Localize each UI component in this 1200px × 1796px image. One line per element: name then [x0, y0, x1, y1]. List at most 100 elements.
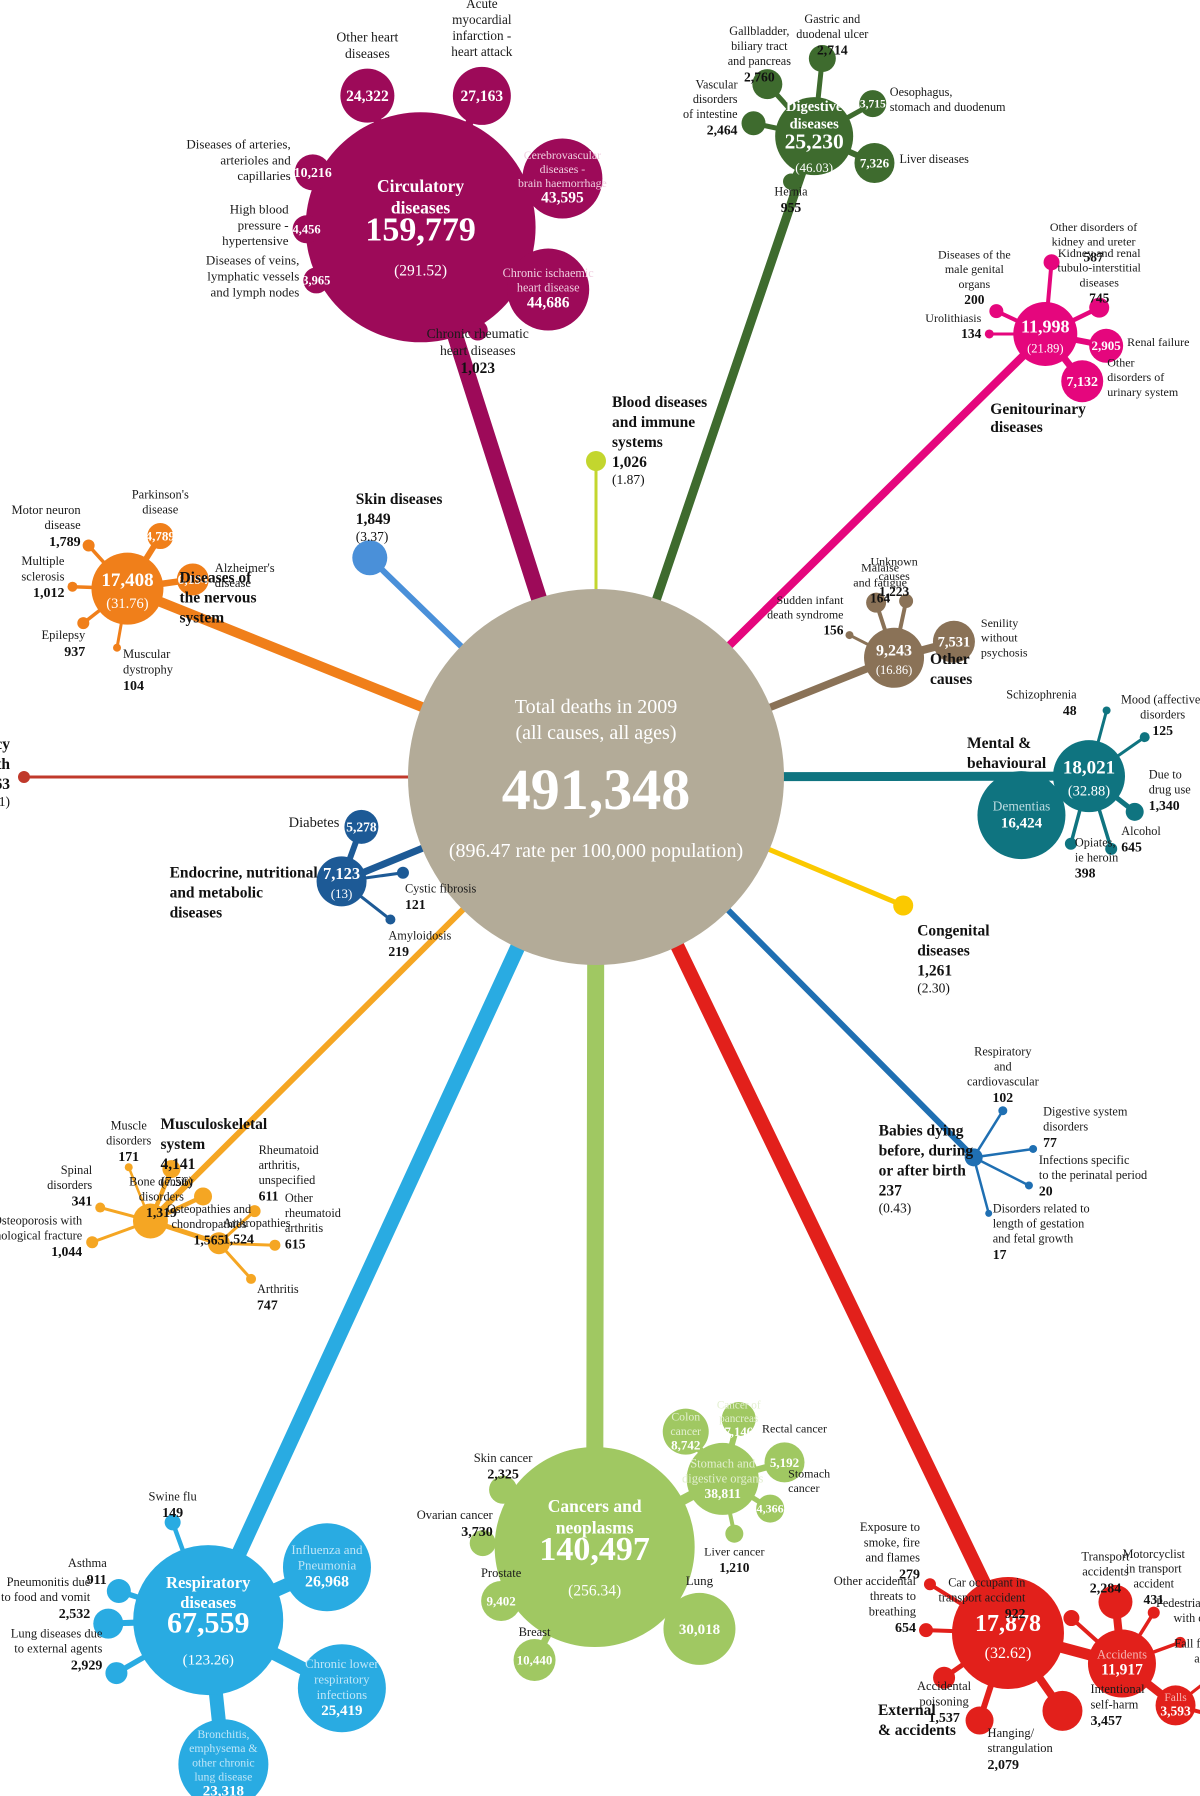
svg-text:and: and	[994, 1060, 1012, 1074]
svg-text:behavioural: behavioural	[967, 755, 1047, 772]
svg-text:External: External	[878, 1702, 936, 1719]
svg-text:diseases: diseases	[170, 904, 223, 921]
svg-text:7,326: 7,326	[860, 155, 890, 170]
svg-text:and flames: and flames	[865, 1551, 920, 1565]
svg-text:Chronic ischaemic: Chronic ischaemic	[503, 266, 595, 280]
svg-text:3,715: 3,715	[860, 99, 886, 111]
svg-text:Lung diseases due: Lung diseases due	[11, 1626, 103, 1640]
svg-text:Unknown: Unknown	[870, 554, 917, 568]
svg-text:capillaries: capillaries	[237, 168, 290, 183]
svg-text:lung disease: lung disease	[194, 1769, 252, 1783]
svg-text:Breast: Breast	[519, 1625, 551, 1639]
svg-text:Motorcyclist: Motorcyclist	[1123, 1547, 1186, 1561]
svg-text:and immune: and immune	[612, 414, 695, 431]
svg-text:9,402: 9,402	[487, 1593, 516, 1608]
svg-text:length of gestation: length of gestation	[993, 1216, 1085, 1230]
svg-text:Diabetes: Diabetes	[289, 815, 340, 831]
svg-text:Diseases of arteries,: Diseases of arteries,	[186, 137, 290, 152]
svg-text:Endocrine, nutritional: Endocrine, nutritional	[170, 864, 319, 881]
svg-text:11,917: 11,917	[1101, 1661, 1143, 1678]
svg-text:other chronic: other chronic	[192, 1755, 255, 1769]
svg-text:1,044: 1,044	[51, 1244, 82, 1259]
svg-text:before, during: before, during	[879, 1142, 974, 1159]
svg-text:sclerosis: sclerosis	[21, 569, 64, 583]
svg-text:Stomach and: Stomach and	[690, 1456, 756, 1470]
svg-text:Hanging/: Hanging/	[988, 1726, 1035, 1740]
svg-text:922: 922	[1005, 1606, 1026, 1621]
svg-text:threats to: threats to	[870, 1589, 916, 1603]
svg-text:Chronic rheumatic: Chronic rheumatic	[427, 326, 529, 341]
svg-text:Sudden infant: Sudden infant	[776, 593, 844, 607]
svg-text:102: 102	[993, 1090, 1014, 1105]
svg-text:2,760: 2,760	[744, 69, 775, 84]
svg-text:diseases: diseases	[345, 46, 390, 61]
svg-text:arterioles and: arterioles and	[220, 152, 291, 167]
svg-text:Other: Other	[1107, 356, 1134, 370]
svg-text:Spinal: Spinal	[61, 1163, 93, 1177]
svg-text:Rectal cancer: Rectal cancer	[762, 1421, 827, 1435]
svg-text:hypertensive: hypertensive	[222, 233, 289, 248]
svg-text:(13): (13)	[331, 886, 353, 901]
svg-text:Diseases of veins,: Diseases of veins,	[206, 253, 300, 268]
svg-text:Exposure to: Exposure to	[860, 1520, 920, 1534]
svg-text:& accidents: & accidents	[878, 1722, 956, 1739]
svg-text:disorders: disorders	[1140, 708, 1185, 722]
svg-text:and metabolic: and metabolic	[170, 884, 264, 901]
svg-text:(all causes, all ages): (all causes, all ages)	[515, 722, 676, 744]
svg-text:Vascular: Vascular	[696, 77, 738, 91]
svg-text:2,714: 2,714	[817, 42, 848, 57]
svg-text:infarction -: infarction -	[452, 28, 511, 43]
svg-text:rheumatoid: rheumatoid	[285, 1206, 341, 1220]
svg-text:(896.47 rate per 100,000 popul: (896.47 rate per 100,000 population)	[449, 840, 743, 862]
svg-text:Digestive: Digestive	[786, 99, 843, 115]
svg-text:infections: infections	[317, 1688, 367, 1702]
svg-text:Blood diseases: Blood diseases	[612, 394, 707, 411]
svg-text:10,440: 10,440	[517, 1652, 553, 1667]
svg-text:Accidental: Accidental	[917, 1679, 972, 1693]
svg-text:27,163: 27,163	[461, 88, 504, 105]
svg-text:1,210: 1,210	[719, 1560, 750, 1575]
svg-text:(16.86): (16.86)	[876, 663, 912, 677]
svg-text:tubulo-interstitial: tubulo-interstitial	[1058, 261, 1142, 275]
svg-text:cancer: cancer	[670, 1424, 701, 1438]
svg-text:4,366: 4,366	[757, 1502, 784, 1516]
svg-text:Other disorders of: Other disorders of	[1050, 220, 1137, 234]
svg-text:of intestine: of intestine	[683, 107, 738, 121]
svg-text:Arthritis: Arthritis	[257, 1282, 299, 1296]
svg-text:urinary system: urinary system	[1107, 385, 1179, 399]
svg-text:(291.52): (291.52)	[394, 263, 447, 280]
svg-text:ie heroin: ie heroin	[1075, 850, 1118, 864]
svg-text:Asthma: Asthma	[68, 1556, 107, 1570]
svg-text:Acute: Acute	[466, 0, 498, 11]
svg-text:or after birth: or after birth	[879, 1162, 967, 1179]
svg-text:Intentional: Intentional	[1090, 1682, 1145, 1696]
svg-text:1,340: 1,340	[1149, 798, 1180, 813]
svg-text:Epilepsy: Epilepsy	[42, 628, 86, 642]
svg-text:1,026: 1,026	[612, 454, 647, 471]
svg-text:diseases: diseases	[1080, 275, 1120, 289]
svg-text:Dementias: Dementias	[993, 799, 1051, 814]
svg-text:645: 645	[1121, 839, 1142, 854]
svg-text:to the perinatal period: to the perinatal period	[1039, 1168, 1147, 1182]
svg-text:Kidney and renal: Kidney and renal	[1058, 246, 1141, 260]
svg-text:Stomach: Stomach	[788, 1466, 830, 1480]
svg-text:Osteopathies and: Osteopathies and	[167, 1202, 251, 1216]
svg-text:psychosis: psychosis	[981, 645, 1028, 659]
svg-text:Other: Other	[285, 1191, 313, 1205]
svg-text:156: 156	[823, 622, 843, 637]
svg-text:Circulatory: Circulatory	[377, 176, 464, 196]
svg-text:Gallbladder,: Gallbladder,	[729, 24, 789, 38]
svg-text:Mental &: Mental &	[967, 735, 1031, 752]
svg-text:strangulation: strangulation	[988, 1741, 1054, 1755]
svg-text:brain haemorrhage: brain haemorrhage	[518, 176, 607, 190]
svg-text:1,789: 1,789	[49, 535, 81, 550]
svg-text:and pancreas: and pancreas	[728, 54, 792, 68]
svg-text:High blood: High blood	[230, 201, 289, 216]
svg-text:Genitourinary: Genitourinary	[990, 401, 1086, 418]
svg-text:(21.89): (21.89)	[1027, 341, 1063, 355]
svg-text:Pedestrian in collision: Pedestrian in collision	[1156, 1596, 1200, 1610]
svg-text:3,730: 3,730	[461, 1525, 493, 1540]
svg-text:Osteoporosis with: Osteoporosis with	[0, 1214, 82, 1228]
svg-text:disorders: disorders	[693, 92, 738, 106]
svg-text:237: 237	[879, 1182, 903, 1199]
